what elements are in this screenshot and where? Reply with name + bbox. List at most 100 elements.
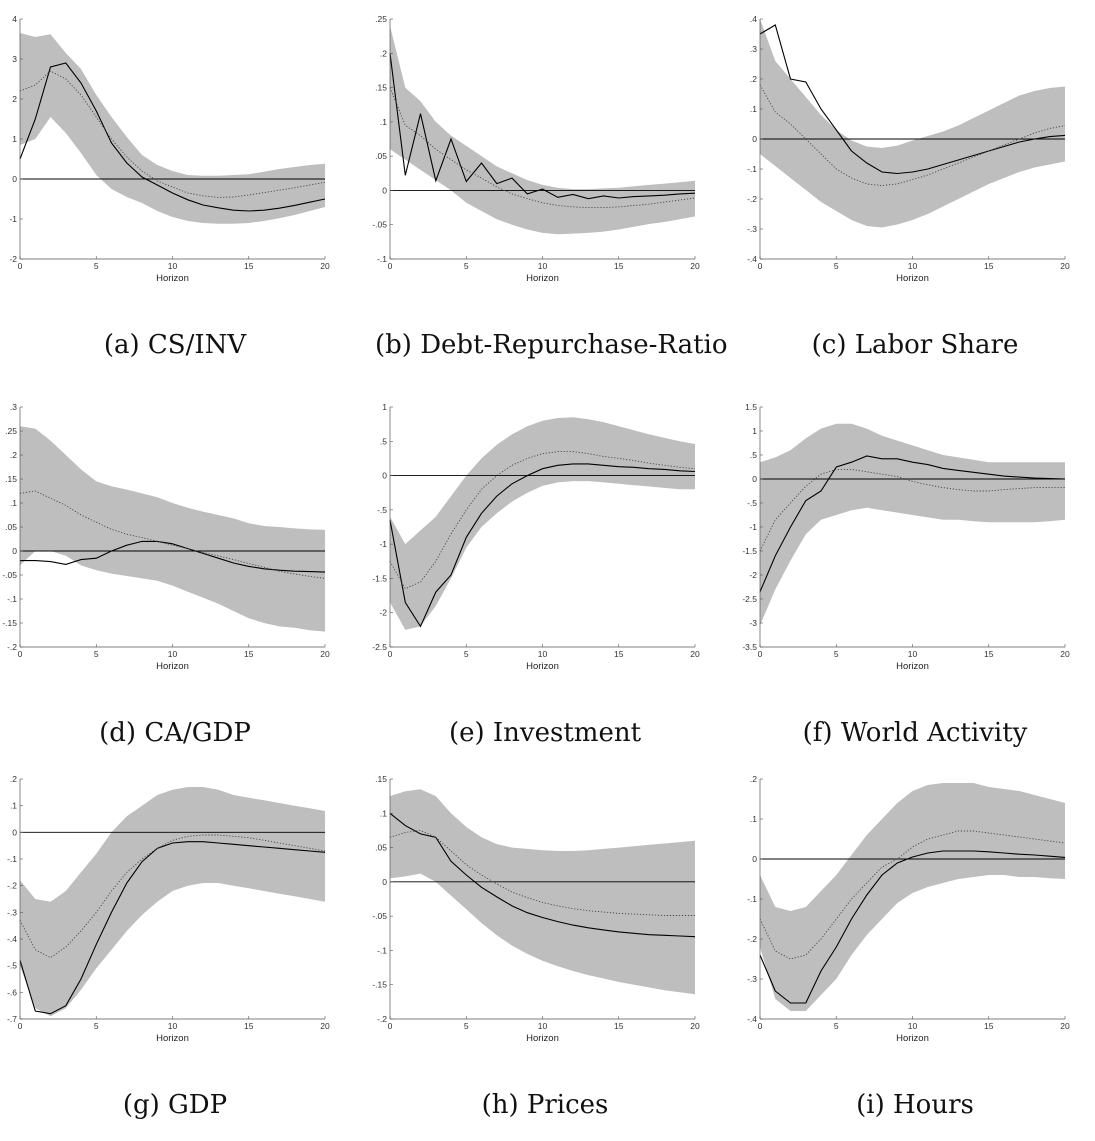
chart-f-y-tick-label: -3	[749, 618, 757, 628]
chart-d-y-tick-label: .15	[5, 474, 17, 484]
chart-b-x-axis-label: Horizon	[526, 273, 559, 284]
chart-d-y-tick-label: .3	[10, 402, 17, 412]
chart-i-y-tick-label: -.3	[747, 974, 757, 984]
chart-e-y-tick-label: 0	[382, 471, 387, 481]
chart-b-caption: (b) Debt-Repurchase-Ratio	[375, 330, 728, 360]
chart-g-y-tick-label: 0	[12, 827, 17, 837]
chart-h-x-axis-label: Horizon	[526, 1033, 559, 1044]
chart-c-x-tick-label: 15	[984, 261, 994, 271]
chart-a-x-tick-label: 10	[168, 261, 178, 271]
chart-f-series-solid-line	[759, 455, 1066, 593]
chart-b-y-tick-label: .2	[380, 48, 387, 58]
chart-b-x-tick-label: 20	[690, 261, 700, 271]
chart-b-series-solid-line	[389, 53, 696, 200]
chart-e-x-tick-label: 0	[388, 649, 393, 659]
chart-i-x-tick-label: 10	[908, 1021, 918, 1031]
chart-d-y-tick-label: .05	[5, 522, 17, 532]
chart-h-y-tick-label: -.2	[377, 1014, 387, 1024]
panel-h: -.2 -.15 -.1 -.05 0 .05 .1 .15 0 5 10 15 20 Horizon (…	[372, 762, 715, 1137]
chart-e-x-axis-label: Horizon	[526, 661, 559, 672]
chart-b-y-tick-label: .1	[380, 117, 387, 127]
chart-h-y-tick-label: .15	[375, 774, 387, 784]
chart-i-x-axis-label: Horizon	[896, 1033, 929, 1044]
chart-c-x-axis-label: Horizon	[896, 273, 929, 284]
chart-a-y-tick-label: 0	[12, 174, 17, 184]
chart-c-x-tick-label: 10	[908, 261, 918, 271]
chart-i-plot: -.4 -.3 -.2 -.1 0 .1 .2 0 5 10 15 20 Horizon	[747, 774, 1070, 1044]
chart-b-y-tick-label: -.1	[377, 254, 387, 264]
chart-c-y-tick-label: -.3	[747, 224, 757, 234]
chart-d-caption: (d) CA/GDP	[99, 718, 251, 748]
chart-a-plot: -2 -1 0 1 2 3 4 0 5 10 15 20 Horizon	[9, 14, 330, 284]
chart-g-x-tick-label: 15	[244, 1021, 254, 1031]
chart-e-y-tick-label: -1.5	[372, 573, 387, 583]
chart-d-x-tick-label: 5	[94, 649, 99, 659]
chart-a-y-tick-label: 4	[12, 14, 17, 24]
chart-c-x-tick-label: 20	[1060, 261, 1070, 271]
chart-d-confidence-band	[20, 426, 325, 632]
chart-g-y-tick-label: -.1	[7, 854, 17, 864]
chart-c-series-dotted-line	[759, 84, 1066, 186]
chart-i-y-tick-label: .1	[750, 814, 757, 824]
chart-c-plot: -.4 -.3 -.2 -.1 0 .1 .2 .3 .4 0 5 10 15 20 Horizon	[747, 14, 1070, 284]
chart-c-caption: (c) Labor Share	[811, 330, 1019, 360]
chart-c-y-tick-label: .2	[750, 74, 757, 84]
chart-f-confidence-band	[760, 423, 1065, 626]
chart-f-y-tick-label: .5	[750, 450, 757, 460]
chart-e-y-tick-label: -2	[379, 608, 387, 618]
chart-e-confidence-band	[390, 417, 695, 630]
chart-h-y-tick-label: .05	[375, 843, 387, 853]
chart-f-x-tick-label: 5	[834, 649, 839, 659]
chart-e-y-tick-label: 1	[382, 402, 387, 412]
chart-d-y-tick-label: .25	[5, 426, 17, 436]
panel-f: -3.5 -3 -2.5 -2 -1.5 -1 -.5 0 .5 1 1.5 0 5 10 15 20 Hori…	[742, 390, 1085, 765]
chart-f-series-dotted-line	[759, 468, 1065, 552]
chart-f-y-tick-label: 1	[752, 426, 757, 436]
chart-d-y-tick-label: -.1	[7, 594, 17, 604]
chart-i-confidence-band	[760, 783, 1065, 1011]
chart-g-y-tick-label: -.5	[7, 961, 17, 971]
chart-d-y-tick-label: -.2	[7, 642, 17, 652]
panel-i: -.4 -.3 -.2 -.1 0 .1 .2 0 5 10 15 20 Horizon (i) Hou…	[745, 762, 1085, 1137]
chart-c-y-tick-label: -.1	[747, 164, 757, 174]
chart-e-y-tick-label: -2.5	[372, 642, 387, 652]
chart-e-series-dotted-line	[389, 451, 696, 590]
chart-i-series-dotted-line	[759, 830, 1066, 960]
chart-i-caption: (i) Hours	[856, 1090, 974, 1120]
chart-e-y-tick-label: -.5	[377, 505, 387, 515]
chart-g-caption: (g) GDP	[122, 1090, 228, 1120]
chart-c-y-tick-label: .1	[750, 104, 757, 114]
chart-g-series-dotted-line	[19, 834, 326, 959]
chart-d-series-solid-line	[20, 540, 326, 573]
panel-b: -.1 -.05 0 .05 .1 .15 .2 .25 0 5 10 15 20 Horizon (b)…	[372, 2, 728, 377]
chart-f-y-tick-label: 1.5	[745, 402, 757, 412]
chart-h-y-tick-label: -.15	[372, 980, 387, 990]
chart-b-y-tick-label: 0	[382, 185, 387, 195]
chart-d-y-tick-label: .1	[10, 498, 17, 508]
chart-b-y-tick-label: .15	[375, 83, 387, 93]
chart-a-y-tick-label: -1	[9, 214, 17, 224]
chart-c-y-tick-label: -.4	[747, 254, 757, 264]
chart-a-y-tick-label: 3	[12, 54, 17, 64]
chart-e-x-tick-label: 15	[614, 649, 624, 659]
chart-h-series-solid-line	[389, 812, 696, 938]
chart-a-x-tick-label: 0	[18, 261, 23, 271]
chart-h-x-tick-label: 10	[538, 1021, 548, 1031]
chart-i-y-tick-label: .2	[750, 774, 757, 784]
chart-g-y-tick-label: -.6	[7, 987, 17, 997]
chart-f-x-axis-label: Horizon	[896, 661, 929, 672]
chart-f-y-tick-label: 0	[752, 474, 757, 484]
chart-f-x-tick-label: 10	[908, 649, 918, 659]
chart-d-x-tick-label: 0	[18, 649, 23, 659]
chart-a-y-tick-label: -2	[9, 254, 17, 264]
panel-e: -2.5 -2 -1.5 -1 -.5 0.5 1 0 5 10 15 20 Horizon (e) I…	[372, 390, 715, 765]
chart-h-y-tick-label: -.05	[372, 911, 387, 921]
chart-d-x-tick-label: 20	[320, 649, 330, 659]
chart-g-x-tick-label: 5	[94, 1021, 99, 1031]
chart-f-x-tick-label: 15	[984, 649, 994, 659]
chart-a-x-tick-label: 20	[320, 261, 330, 271]
chart-a-x-axis-label: Horizon	[156, 273, 189, 284]
chart-b-y-tick-label: .25	[375, 14, 387, 24]
chart-c-series-solid-line	[759, 24, 1066, 175]
